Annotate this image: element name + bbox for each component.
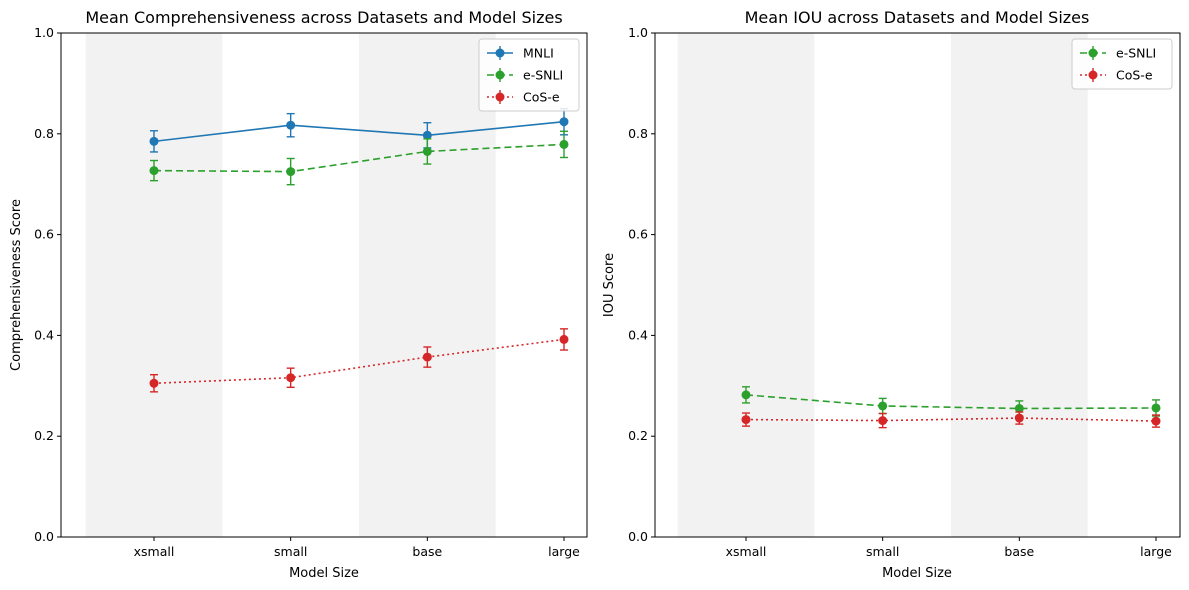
series-e-snli (149, 130, 569, 186)
x-tick-label: small (274, 544, 307, 559)
legend-label: CoS-e (523, 90, 560, 105)
series-line (153, 120, 565, 143)
series-cos-e (149, 328, 569, 393)
y-tick-label: 0.4 (628, 327, 648, 342)
data-point (286, 120, 296, 130)
legend-marker (495, 48, 505, 58)
shaded-span (951, 33, 1088, 537)
y-axis-label: IOU Score (602, 253, 617, 317)
series-cos-e (741, 411, 1161, 429)
chart-title: Mean IOU across Datasets and Model Sizes (745, 8, 1090, 27)
legend-label: CoS-e (1116, 68, 1153, 83)
legend-entry: e-SNLI (487, 68, 563, 83)
legend-entry: CoS-e (487, 90, 560, 105)
data-point (878, 416, 888, 426)
legend-marker (495, 70, 505, 80)
shaded-span (85, 33, 223, 537)
series-e-snli (741, 386, 1161, 417)
y-tick-label: 0.8 (34, 126, 54, 141)
legend-marker (1088, 70, 1098, 80)
iou-chart: Mean IOU across Datasets and Model Sizes… (602, 8, 1181, 581)
x-tick-label: large (548, 544, 580, 559)
data-point (286, 373, 296, 383)
legend: e-SNLI CoS-e (1071, 38, 1173, 90)
data-point (149, 136, 159, 146)
legend-label: e-SNLI (1116, 46, 1156, 61)
legend-marker (1088, 48, 1098, 58)
legend-entry: MNLI (487, 46, 554, 61)
data-point (559, 334, 569, 344)
legend-label: MNLI (523, 46, 554, 61)
y-axis-label: Comprehensiveness Score (9, 199, 24, 371)
legend: MNLI e-SNLI CoS-e (478, 38, 580, 112)
comprehensiveness-chart: Mean Comprehensiveness across Datasets a… (9, 8, 588, 581)
y-tick-label: 0.2 (34, 428, 54, 443)
y-tick-label: 0.0 (34, 529, 54, 544)
y-tick-label: 0.6 (34, 227, 54, 242)
series-line (745, 417, 1157, 422)
data-point (149, 166, 159, 176)
plot-frame (60, 32, 588, 538)
series-line (745, 394, 1157, 410)
legend-marker (495, 92, 505, 102)
legend-entry: CoS-e (1080, 68, 1153, 83)
x-axis-label: Model Size (882, 566, 952, 581)
data-point (1014, 413, 1024, 423)
y-tick-label: 1.0 (34, 25, 54, 40)
y-tick-label: 0.0 (628, 529, 648, 544)
x-tick-label: xsmall (134, 544, 175, 559)
data-point (422, 352, 432, 362)
data-point (1014, 403, 1024, 413)
plot-frame (654, 32, 1181, 538)
data-point (741, 390, 751, 400)
x-tick-label: xsmall (726, 544, 767, 559)
legend-entry: e-SNLI (1080, 46, 1156, 61)
shaded-span (677, 33, 815, 537)
x-axis-label: Model Size (289, 566, 359, 581)
data-point (1151, 416, 1161, 426)
data-point (1151, 403, 1161, 413)
x-tick-label: base (412, 544, 442, 559)
x-tick-label: small (866, 544, 899, 559)
data-point (878, 401, 888, 411)
chart-title: Mean Comprehensiveness across Datasets a… (85, 8, 562, 27)
y-tick-label: 0.4 (34, 327, 54, 342)
data-point (422, 146, 432, 156)
series-line (153, 143, 565, 173)
x-tick-label: large (1140, 544, 1172, 559)
data-point (286, 167, 296, 177)
legend-label: e-SNLI (523, 68, 563, 83)
data-point (422, 130, 432, 140)
data-point (559, 117, 569, 127)
y-tick-label: 0.8 (628, 126, 648, 141)
y-tick-label: 1.0 (628, 25, 648, 40)
legend-box (478, 38, 580, 112)
y-tick-label: 0.6 (628, 227, 648, 242)
shaded-span (359, 33, 496, 537)
data-point (149, 378, 159, 388)
x-tick-label: base (1004, 544, 1034, 559)
data-point (741, 415, 751, 425)
data-point (559, 139, 569, 149)
series-line (153, 338, 565, 385)
y-tick-label: 0.2 (628, 428, 648, 443)
